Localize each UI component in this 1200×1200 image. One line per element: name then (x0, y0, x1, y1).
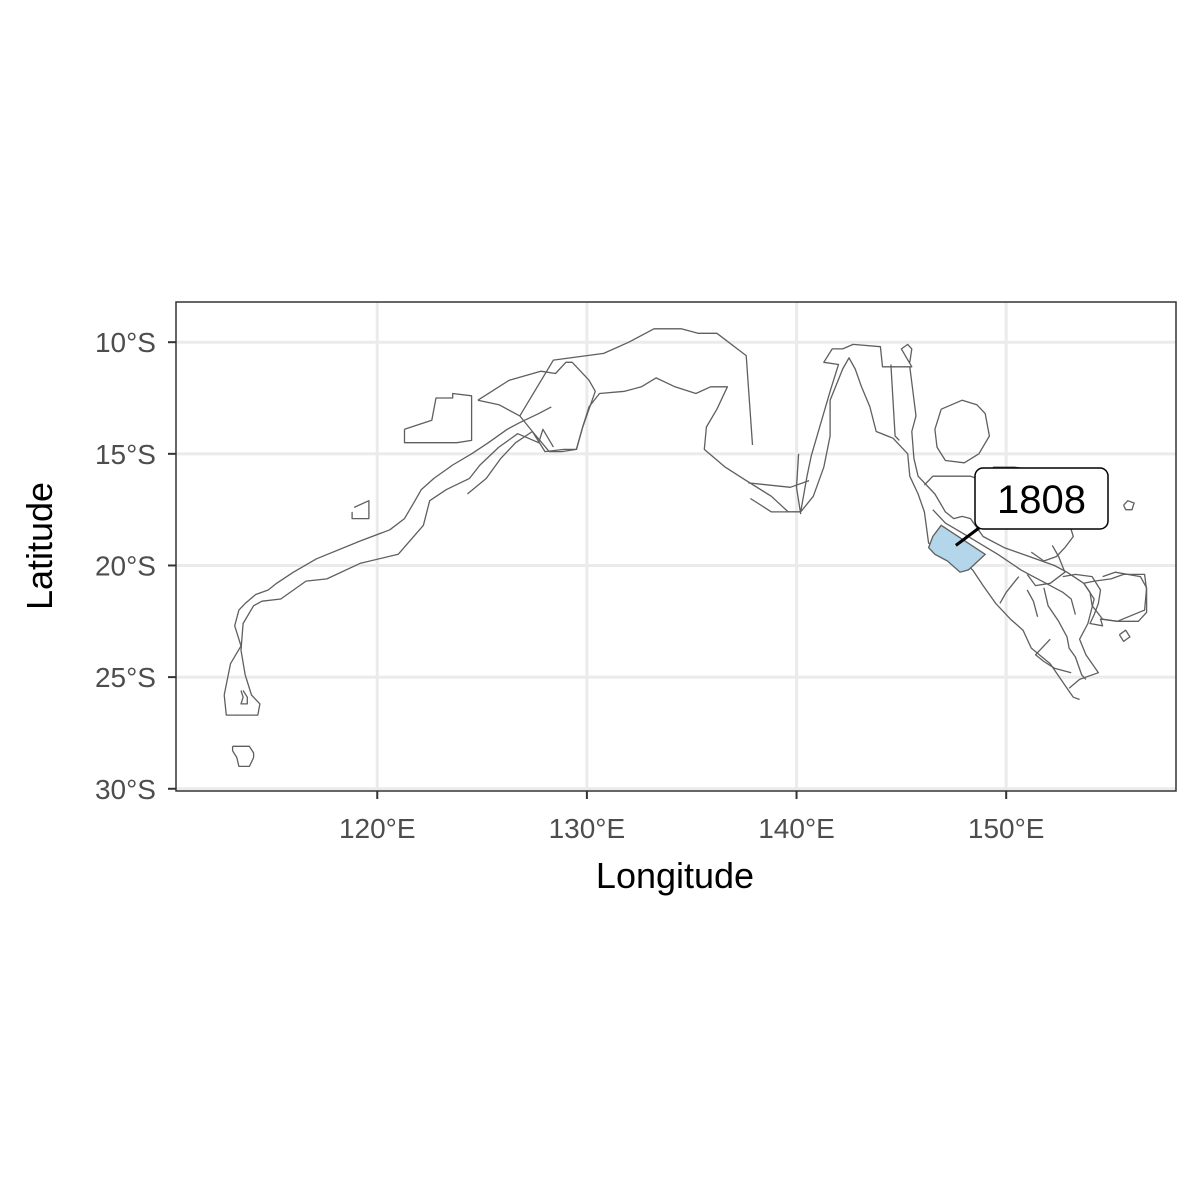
region-boundary (932, 509, 1077, 615)
region-callout: 1808 (954, 467, 1109, 547)
region-boundary (231, 745, 255, 768)
x-axis-title: Longitude (596, 855, 754, 896)
y-tick-label: 30°S (95, 774, 156, 805)
region-boundary (795, 453, 802, 515)
x-axis: 120°E 130°E 140°E 150°E (339, 791, 1045, 844)
y-tick-label: 15°S (95, 439, 156, 470)
region-boundary (223, 694, 233, 716)
region-boundary (240, 690, 248, 705)
region-boundary (1043, 587, 1087, 680)
highlighted-region-layer (927, 524, 987, 573)
region-boundary (519, 328, 754, 445)
region-boundary (1123, 500, 1135, 511)
x-tick-label: 120°E (339, 813, 416, 844)
region-boundary (223, 406, 552, 696)
gridlines (176, 302, 1176, 791)
x-tick-label: 140°E (758, 813, 835, 844)
region-boundary (403, 392, 473, 444)
region-boundary (1118, 629, 1131, 643)
callout-label: 1808 (997, 478, 1086, 522)
highlighted-region (927, 524, 987, 573)
y-axis-title: Latitude (19, 482, 60, 610)
region-boundary (923, 475, 978, 486)
y-tick-label: 25°S (95, 662, 156, 693)
panel-border (175, 301, 1177, 792)
callout-box (974, 467, 1109, 530)
region-boundary (999, 576, 1020, 604)
x-tick-label: 150°E (968, 813, 1045, 844)
region-boundary (351, 500, 370, 520)
region-boundary (1026, 589, 1039, 617)
region-boundary (890, 364, 900, 441)
y-tick-label: 20°S (95, 550, 156, 581)
region-boundary (1034, 638, 1072, 674)
region-boundary (748, 479, 810, 488)
region-boundary (1083, 573, 1148, 622)
region-boundary (934, 399, 991, 464)
y-tick-label: 10°S (95, 327, 156, 358)
region-boundary (477, 361, 596, 453)
y-axis: 10°S 15°S 20°S 25°S 30°S (95, 327, 176, 805)
region-boundary (232, 428, 554, 716)
region-boundary (909, 366, 1100, 689)
x-tick-label: 130°E (549, 813, 626, 844)
